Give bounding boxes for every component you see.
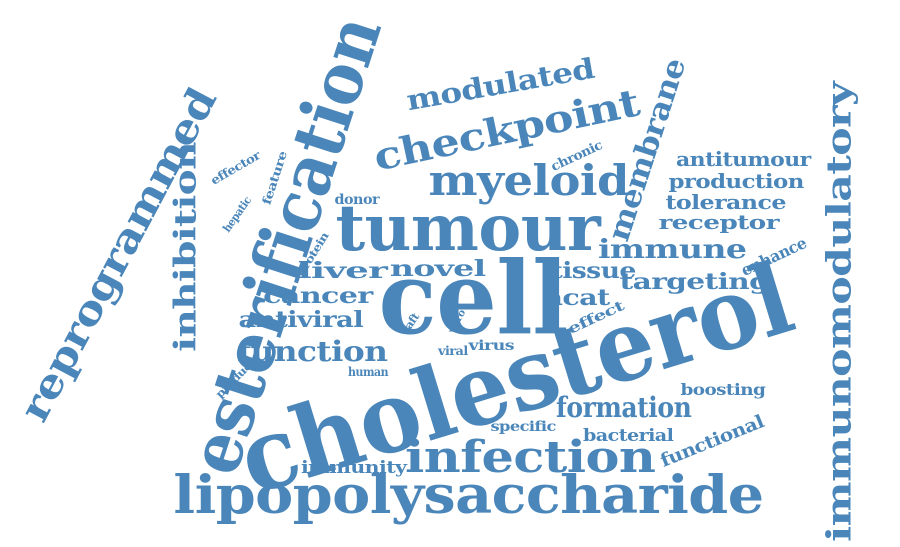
word-targeting: targeting (619, 269, 769, 295)
word-acat: acat (544, 285, 610, 311)
word-tissue: tissue (550, 258, 636, 284)
word-receptor: receptor (657, 210, 779, 234)
word-novel: novel (389, 256, 485, 282)
word-effector: effector (207, 148, 263, 188)
word-virus: virus (468, 338, 514, 354)
word-inhibition: inhibition (167, 142, 203, 352)
word-viral: viral (438, 344, 468, 358)
word-donor: donor (334, 192, 380, 208)
word-lipopolysaccharide: lipopolysaccharide (172, 465, 764, 526)
word-human: human (348, 365, 389, 379)
word-myeloid: myeloid (427, 156, 629, 205)
word-antitumour: antitumour (675, 147, 811, 171)
word-immune: immune (597, 235, 747, 265)
word-tumour: tumour (335, 191, 601, 266)
word-infection: infection (405, 432, 656, 483)
word-function: function (236, 335, 388, 368)
word-formation: formation (555, 391, 692, 424)
word-immunity: immunity (300, 457, 406, 478)
word-immunomodulatory: immunomodulatory (819, 81, 860, 543)
word-production: production (668, 169, 804, 193)
word-cancer: cancer (263, 283, 373, 309)
word-liver: liver (297, 258, 387, 284)
word-specific: specific (490, 419, 556, 435)
word-cell: cell (377, 239, 568, 357)
word-tolerance: tolerance (664, 190, 786, 214)
word-bacterial: bacterial (582, 425, 674, 446)
word-antiviral: antiviral (238, 307, 364, 333)
word-boosting: boosting (680, 380, 766, 399)
